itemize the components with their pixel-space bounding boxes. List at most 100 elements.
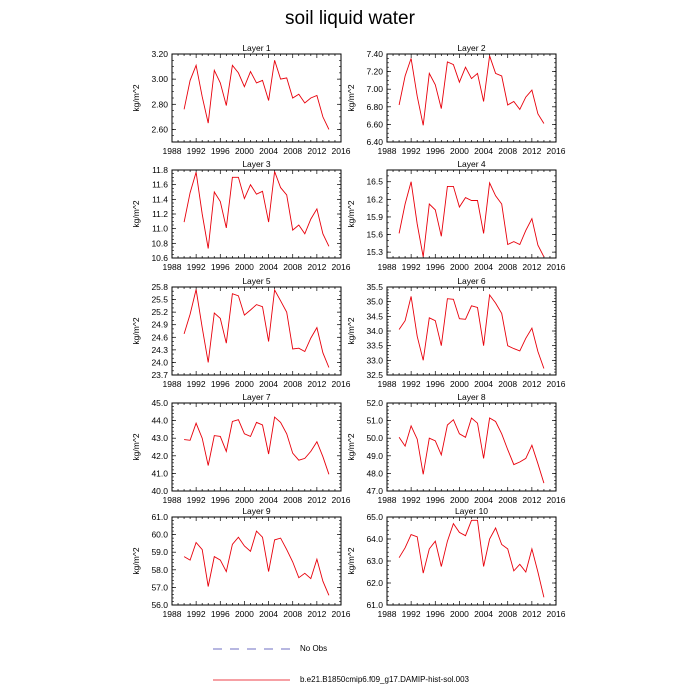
y-tick-label: 48.0 [366, 468, 383, 478]
y-tick-label: 60.0 [151, 530, 168, 540]
x-tick-label: 1988 [163, 379, 182, 389]
y-axis-label: kg/m^2 [346, 84, 356, 111]
y-tick-label: 3.00 [151, 74, 168, 84]
series-line [398, 181, 545, 258]
plot-frame [171, 402, 342, 492]
x-tick-label: 1996 [426, 609, 445, 619]
y-tick-label: 25.2 [151, 307, 168, 317]
panel-title: Layer 10 [455, 506, 488, 516]
y-tick-label: 11.6 [152, 180, 168, 190]
panel-title: Layer 2 [457, 43, 486, 53]
series-line [183, 60, 330, 130]
x-tick-label: 2012 [522, 609, 541, 619]
x-tick-label: 1988 [378, 146, 397, 156]
series-line [398, 417, 545, 484]
y-tick-label: 33.0 [366, 355, 383, 365]
x-tick-label: 2000 [450, 146, 469, 156]
y-tick-label: 15.9 [366, 212, 383, 222]
y-tick-label: 24.3 [151, 345, 168, 355]
x-tick-label: 1992 [187, 609, 206, 619]
x-tick-label: 2008 [283, 609, 302, 619]
x-tick-label: 1996 [211, 379, 230, 389]
x-tick-label: 1988 [378, 609, 397, 619]
x-tick-label: 1988 [163, 609, 182, 619]
x-tick-label: 1992 [402, 146, 421, 156]
y-tick-label: 49.0 [366, 451, 383, 461]
series-line [183, 288, 330, 368]
y-tick-label: 15.3 [366, 247, 383, 257]
panel-6: 1988 1992 1996 2000 2004 2008 2012 2016 32.5 33.0… [346, 276, 566, 389]
y-axis-label: kg/m^2 [131, 200, 141, 227]
x-tick-label: 2004 [259, 495, 278, 505]
x-tick-label: 2016 [547, 146, 566, 156]
x-tick-label: 2004 [259, 262, 278, 272]
panel-title: Layer 5 [242, 276, 271, 286]
x-tick-label: 1992 [187, 262, 206, 272]
panel-2: 1988 1992 1996 2000 2004 2008 2012 2016 6.40 6.60… [346, 43, 566, 156]
x-tick-label: 2008 [498, 379, 517, 389]
x-tick-label: 1996 [211, 262, 230, 272]
plot-frame [171, 516, 342, 606]
x-tick-label: 2000 [235, 379, 254, 389]
x-tick-label: 1992 [187, 495, 206, 505]
x-tick-label: 1996 [211, 609, 230, 619]
x-tick-label: 2004 [474, 609, 493, 619]
x-tick-label: 2016 [547, 379, 566, 389]
y-tick-label: 6.80 [366, 102, 383, 112]
x-tick-label: 2012 [522, 379, 541, 389]
x-tick-label: 2012 [522, 146, 541, 156]
y-tick-label: 7.20 [366, 67, 383, 77]
y-axis-label: kg/m^2 [346, 547, 356, 574]
panel-9: 1988 1992 1996 2000 2004 2008 2012 2016 56.0 57.0… [131, 506, 351, 619]
y-tick-label: 2.80 [151, 99, 168, 109]
x-tick-label: 1996 [426, 146, 445, 156]
x-tick-label: 1988 [163, 146, 182, 156]
plot-frame [386, 516, 557, 606]
x-tick-label: 1988 [378, 495, 397, 505]
y-tick-label: 45.0 [151, 398, 168, 408]
panel-10: 1988 1992 1996 2000 2004 2008 2012 2016 61.0 62.0… [346, 506, 566, 619]
x-tick-label: 2016 [332, 379, 351, 389]
x-tick-label: 2008 [498, 262, 517, 272]
x-tick-label: 1992 [402, 495, 421, 505]
y-tick-label: 15.6 [366, 230, 383, 240]
panel-title: Layer 1 [242, 43, 271, 53]
x-tick-label: 2000 [235, 495, 254, 505]
y-tick-label: 3.20 [151, 49, 168, 59]
panel-title: Layer 7 [242, 392, 271, 402]
x-tick-label: 2004 [259, 609, 278, 619]
x-tick-label: 2016 [332, 146, 351, 156]
panel-title: Layer 8 [457, 392, 486, 402]
y-tick-label: 11.2 [152, 209, 168, 219]
y-tick-label: 62.0 [366, 578, 383, 588]
x-tick-label: 2012 [307, 146, 326, 156]
y-tick-label: 43.0 [151, 433, 168, 443]
series-line [184, 416, 330, 475]
panel-title: Layer 4 [457, 159, 486, 169]
x-tick-label: 1992 [402, 379, 421, 389]
y-tick-label: 24.0 [151, 357, 168, 367]
panel-3: 1988 1992 1996 2000 2004 2008 2012 2016 10.6 10.8… [131, 159, 351, 272]
x-tick-label: 2008 [283, 495, 302, 505]
x-tick-label: 1996 [211, 146, 230, 156]
x-tick-label: 2004 [259, 379, 278, 389]
y-tick-label: 52.0 [366, 398, 383, 408]
x-tick-label: 2016 [547, 495, 566, 505]
y-tick-label: 11.4 [152, 194, 168, 204]
series-line [398, 519, 545, 598]
x-tick-label: 2000 [235, 609, 254, 619]
x-tick-label: 2016 [332, 495, 351, 505]
panel-5: 1988 1992 1996 2000 2004 2008 2012 2016 23.7 24.0… [131, 276, 351, 389]
plot-frame [171, 53, 342, 143]
x-tick-label: 2004 [474, 379, 493, 389]
y-tick-label: 2.60 [151, 124, 168, 134]
plot-frame [386, 169, 557, 259]
x-tick-label: 2000 [450, 262, 469, 272]
x-tick-label: 2000 [450, 379, 469, 389]
x-tick-label: 1996 [426, 495, 445, 505]
y-tick-label: 35.5 [366, 282, 383, 292]
panel-title: Layer 6 [457, 276, 486, 286]
y-tick-label: 63.0 [366, 556, 383, 566]
y-tick-label: 57.0 [151, 582, 168, 592]
